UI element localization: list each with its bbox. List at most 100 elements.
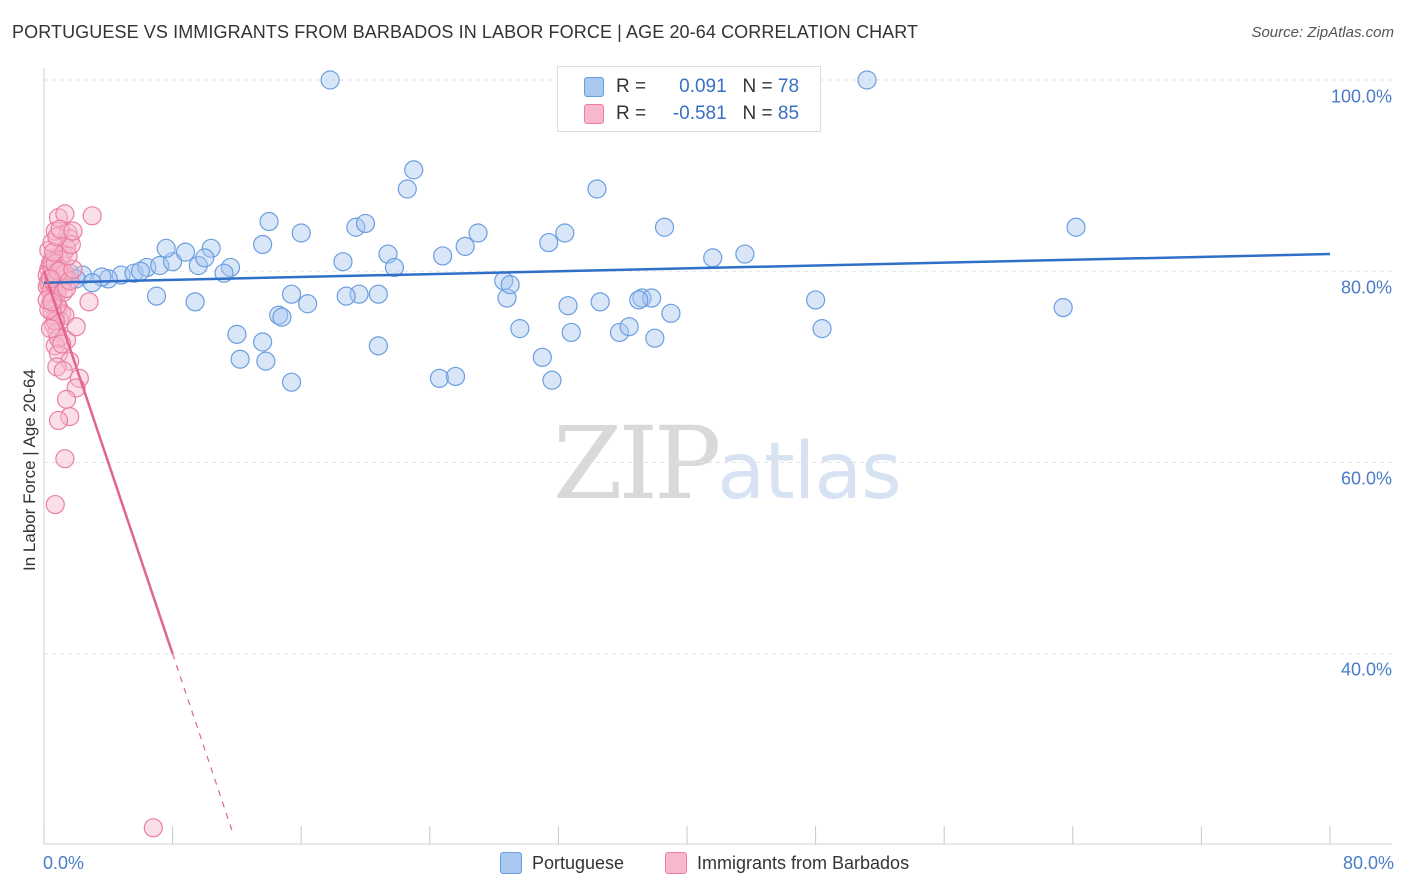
- barbados-trend-extension: [172, 653, 235, 836]
- y-tick-40: 40.0%: [1340, 659, 1392, 680]
- r-label: R =: [616, 103, 647, 124]
- portuguese-point-8: [150, 255, 170, 276]
- portuguese-point-42: [468, 223, 488, 243]
- portuguese-point-54: [542, 370, 562, 390]
- barbados-point-48: [79, 292, 99, 312]
- portuguese-point-65: [735, 244, 755, 264]
- legend-item-barbados: Immigrants from Barbados: [665, 852, 909, 874]
- portuguese-point-70: [320, 70, 340, 90]
- portuguese-point-72: [130, 261, 151, 281]
- portuguese-point-29: [281, 372, 302, 392]
- portuguese-point-26: [298, 294, 318, 314]
- portuguese-point-58: [619, 317, 639, 337]
- x-tick-80: 80.0%: [1342, 853, 1394, 873]
- y-tick-80: 80.0%: [1340, 277, 1392, 298]
- portuguese-point-27: [269, 305, 289, 325]
- portuguese-r-value: 0.091: [679, 76, 727, 97]
- portuguese-point-25: [281, 284, 302, 304]
- portuguese-point-37: [368, 336, 388, 356]
- portuguese-point-32: [336, 286, 356, 306]
- barbados-swatch: [584, 104, 604, 124]
- portuguese-point-34: [355, 213, 376, 234]
- axes: [43, 68, 1392, 845]
- barbados-point-75: [40, 319, 61, 339]
- stats-legend: R = 0.091 N = 78 R = -0.581 N = 85: [557, 66, 821, 132]
- portuguese-legend-label: Portuguese: [532, 852, 625, 873]
- n-label: N =: [742, 76, 773, 97]
- legend-row-portuguese: R = 0.091 N = 78: [584, 75, 799, 99]
- barbados-point-39: [53, 361, 73, 381]
- barbados-point-81: [63, 221, 83, 241]
- portuguese-point-36: [384, 257, 405, 278]
- portuguese-point-30: [333, 252, 353, 272]
- x-tick-0: 0.0%: [43, 853, 85, 873]
- barbados-point-45: [55, 449, 75, 469]
- barbados-point-44: [48, 410, 69, 431]
- portuguese-point-40: [433, 246, 453, 266]
- portuguese-point-19: [227, 324, 247, 344]
- portuguese-point-73: [195, 248, 215, 268]
- barbados-legend-label: Immigrants from Barbados: [697, 852, 910, 873]
- barbados-point-76: [58, 246, 78, 266]
- y-tick-60: 60.0%: [1340, 468, 1392, 489]
- portuguese-point-62: [654, 217, 675, 237]
- portuguese-point-38: [397, 179, 417, 199]
- barbados-point-49: [66, 317, 86, 337]
- portuguese-point-45: [500, 275, 520, 295]
- portuguese-point-47: [445, 366, 466, 387]
- watermark: ZIPatlas: [553, 405, 902, 522]
- barbados-point-43: [60, 407, 80, 427]
- portuguese-point-17: [146, 286, 167, 306]
- barbados-r-value: -0.581: [672, 103, 727, 124]
- barbados-point-47: [82, 206, 102, 226]
- barbados-n-value: 85: [777, 103, 800, 124]
- barbados-trend-line: [42, 270, 174, 655]
- barbados-legend-swatch: [665, 852, 687, 874]
- portuguese-point-21: [230, 349, 250, 369]
- portuguese-point-53: [532, 347, 552, 367]
- portuguese-point-28: [272, 307, 292, 327]
- portuguese-point-20: [253, 332, 273, 352]
- portuguese-point-61: [645, 328, 665, 348]
- portuguese-point-66: [805, 290, 826, 310]
- portuguese-point-41: [455, 236, 475, 256]
- portuguese-point-39: [404, 160, 424, 180]
- portuguese-point-11: [175, 242, 196, 262]
- trend-lines: [42, 252, 1331, 836]
- portuguese-point-24: [291, 223, 311, 243]
- legend-item-portuguese: Portuguese: [500, 852, 624, 874]
- r-label: R =: [616, 76, 647, 97]
- watermark-atlas: atlas: [717, 427, 901, 517]
- portuguese-point-23: [259, 211, 279, 232]
- portuguese-point-68: [1066, 217, 1086, 237]
- portuguese-point-33: [346, 217, 366, 237]
- legend-row-barbados: R = -0.581 N = 85: [584, 102, 799, 126]
- portuguese-point-59: [632, 288, 652, 308]
- grid-lines: [44, 79, 1392, 655]
- source-credit: Source: ZipAtlas.com: [1251, 24, 1394, 41]
- n-label: N =: [742, 103, 773, 124]
- portuguese-point-22: [256, 351, 276, 371]
- portuguese-point-63: [661, 303, 681, 323]
- barbados-point-18: [55, 204, 75, 224]
- portuguese-point-50: [555, 223, 575, 243]
- portuguese-point-76: [368, 284, 388, 304]
- barbados-point-78: [44, 242, 64, 262]
- portuguese-point-18: [185, 292, 205, 312]
- portuguese-point-71: [857, 70, 877, 90]
- portuguese-point-46: [429, 368, 450, 388]
- portuguese-point-69: [1053, 297, 1073, 318]
- portuguese-point-13: [188, 255, 208, 276]
- portuguese-point-48: [510, 319, 530, 339]
- portuguese-legend-swatch: [500, 852, 522, 874]
- portuguese-swatch: [584, 77, 604, 97]
- portuguese-point-55: [587, 179, 607, 199]
- portuguese-point-57: [609, 322, 630, 343]
- barbados-point-46: [45, 494, 65, 515]
- barbados-point-84: [143, 818, 163, 838]
- portuguese-trend-line: [43, 252, 1331, 284]
- barbados-points: [37, 204, 163, 838]
- portuguese-point-10: [156, 238, 176, 258]
- portuguese-point-49: [539, 232, 559, 253]
- portuguese-point-77: [629, 290, 649, 310]
